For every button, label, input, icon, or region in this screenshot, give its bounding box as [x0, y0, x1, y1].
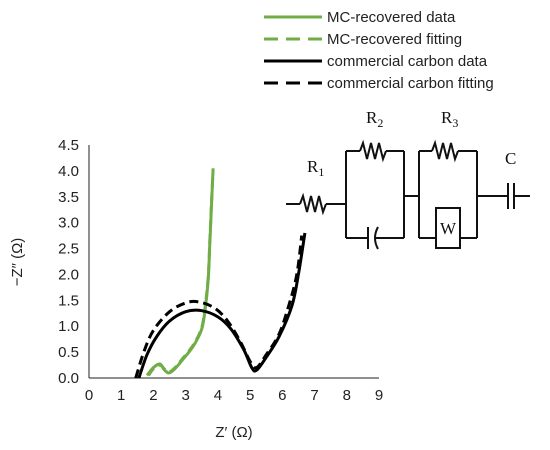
legend-label-mc-recovered-fitting: MC-recovered fitting: [327, 31, 462, 48]
x-tick-label: 2: [149, 387, 157, 404]
x-tick-label: 0: [85, 387, 93, 404]
y-tick-label: 0.5: [58, 344, 79, 361]
y-tick-label: 4.5: [58, 137, 79, 154]
warburg-label: W: [440, 219, 457, 238]
legend-label-mc-recovered-data: MC-recovered data: [327, 9, 456, 26]
x-tick-labels: 0 1 2 3 4 5 6 7 8 9: [85, 387, 383, 404]
y-tick-label: 2.0: [58, 266, 79, 283]
x-axis-label: Z′ (Ω): [215, 424, 252, 441]
r2-label: R2: [366, 108, 383, 130]
y-tick-label: 2.5: [58, 241, 79, 258]
resistor-r2-symbol: [359, 139, 387, 163]
x-tick-label: 7: [310, 387, 318, 404]
y-tick-label: 3.5: [58, 189, 79, 206]
series-line-commercial-carbon-fitting: [134, 235, 304, 379]
legend-label-commercial-carbon-data: commercial carbon data: [327, 53, 488, 70]
y-tick-label: 1.5: [58, 292, 79, 309]
r3-label: R3: [441, 108, 458, 130]
series-line-commercial-carbon-data: [137, 232, 307, 379]
y-tick-label: 0.0: [58, 370, 79, 387]
x-tick-label: 9: [375, 387, 383, 404]
r1-label: R1: [307, 157, 324, 179]
x-tick-label: 8: [343, 387, 351, 404]
y-tick-label: 1.0: [58, 318, 79, 335]
x-tick-label: 4: [214, 387, 222, 404]
legend: MC-recovered data MC-recovered fitting com…: [264, 9, 494, 92]
warburg-element-box: [435, 207, 461, 249]
capacitor-c-label: C: [505, 149, 516, 168]
resistor-r3-symbol: [431, 139, 459, 163]
series-line-mc-recovered-data: [145, 168, 215, 377]
resistor-r1-symbol: [299, 192, 327, 216]
circuit-labels: R1 R2 R3 W C: [307, 108, 516, 238]
x-tick-label: 3: [181, 387, 189, 404]
x-tick-label: 1: [117, 387, 125, 404]
equivalent-circuit: [286, 139, 530, 250]
y-tick-label: 3.0: [58, 215, 79, 232]
x-tick-label: 5: [246, 387, 254, 404]
capacitor-plate-2: [374, 226, 379, 250]
y-tick-labels: 0.0 0.5 1.0 1.5 2.0 2.5 3.0 3.5 4.0 4.5: [58, 137, 79, 387]
legend-label-commercial-carbon-fitting: commercial carbon fitting: [327, 75, 494, 92]
y-tick-label: 4.0: [58, 163, 79, 180]
series-line-mc-recovered-fitting: [147, 170, 215, 377]
x-tick-label: 6: [278, 387, 286, 404]
series-layer: [134, 168, 307, 379]
axes: [88, 145, 379, 379]
y-axis-label: −Z″ (Ω): [9, 238, 26, 287]
